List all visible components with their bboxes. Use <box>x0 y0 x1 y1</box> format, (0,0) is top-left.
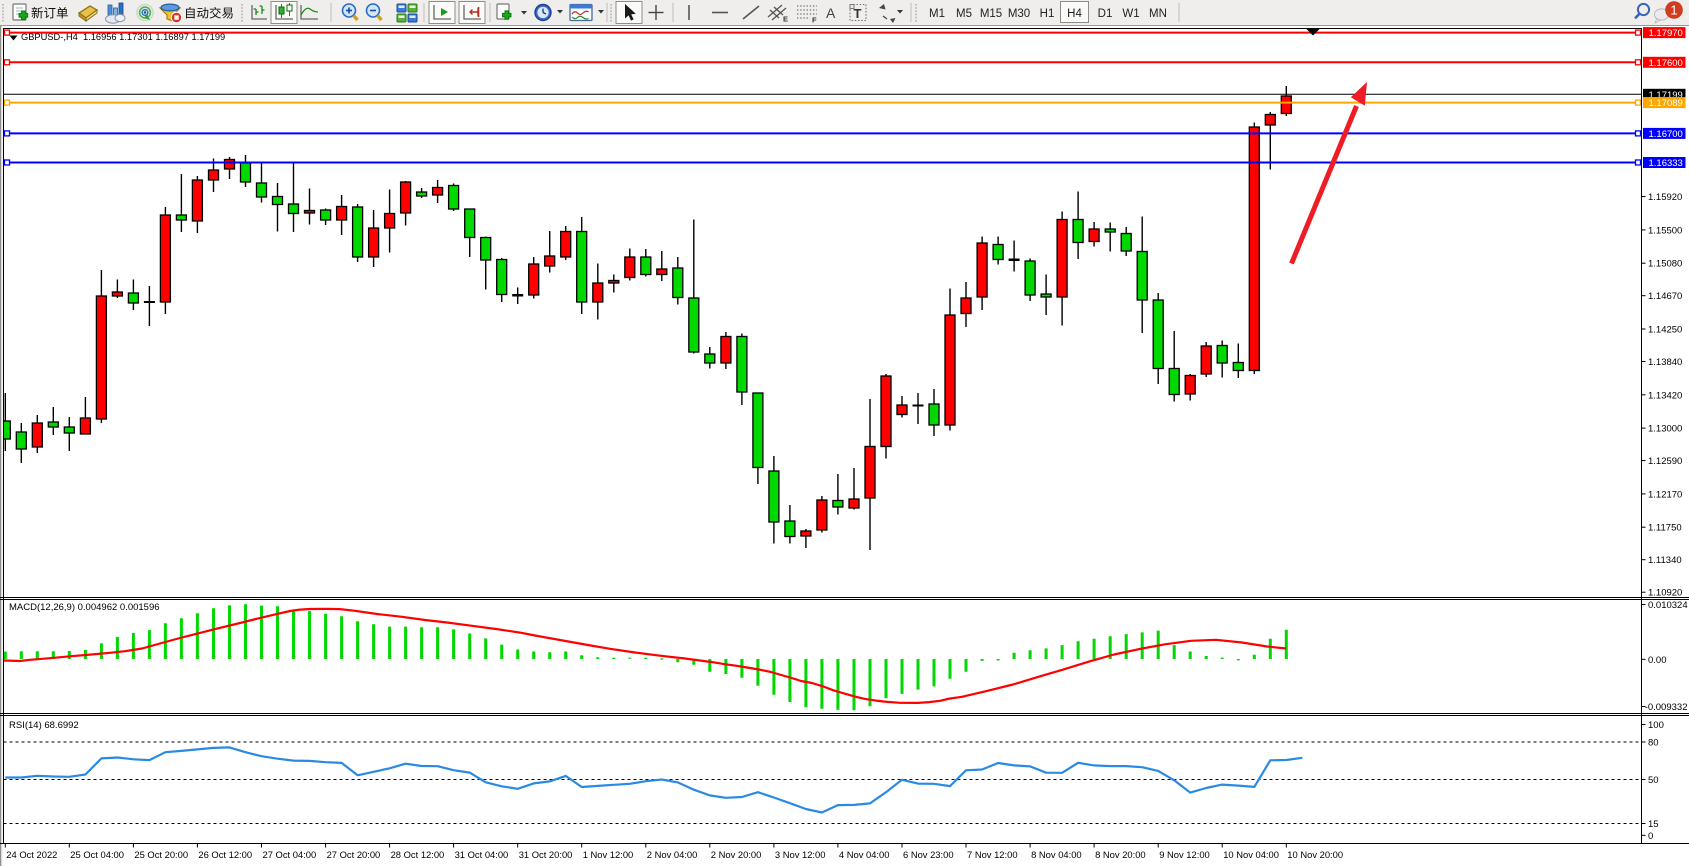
svg-text:80: 80 <box>1648 738 1659 749</box>
svg-text:RSI(14) 68.6992: RSI(14) 68.6992 <box>9 720 79 731</box>
svg-text:0.010324: 0.010324 <box>1648 600 1688 611</box>
svg-text:1.11340: 1.11340 <box>1648 555 1682 566</box>
svg-text:A: A <box>826 5 836 21</box>
svg-text:6 Nov 23:00: 6 Nov 23:00 <box>903 849 954 860</box>
svg-text:1.13420: 1.13420 <box>1648 390 1682 401</box>
svg-text:D1: D1 <box>1098 8 1113 20</box>
svg-text:27 Oct 04:00: 27 Oct 04:00 <box>263 849 317 860</box>
svg-text:0.00: 0.00 <box>1648 655 1667 666</box>
svg-text:M15: M15 <box>980 8 1002 20</box>
svg-text:1.11750: 1.11750 <box>1648 523 1682 534</box>
svg-text:31 Oct 04:00: 31 Oct 04:00 <box>455 849 509 860</box>
svg-text:10 Nov 04:00: 10 Nov 04:00 <box>1223 849 1279 860</box>
svg-text:28 Oct 12:00: 28 Oct 12:00 <box>391 849 445 860</box>
svg-text:50: 50 <box>1648 775 1659 786</box>
svg-text:1.12170: 1.12170 <box>1648 489 1682 500</box>
svg-text:10 Nov 20:00: 10 Nov 20:00 <box>1287 849 1343 860</box>
svg-text:M5: M5 <box>956 8 972 20</box>
svg-text:H1: H1 <box>1040 8 1055 20</box>
svg-text:1.13000: 1.13000 <box>1648 424 1682 435</box>
svg-text:31 Oct 20:00: 31 Oct 20:00 <box>519 849 573 860</box>
svg-text:2 Nov 20:00: 2 Nov 20:00 <box>711 849 762 860</box>
svg-text:-0.009332: -0.009332 <box>1645 702 1688 713</box>
svg-text:T: T <box>854 6 862 21</box>
svg-text:8 Nov 04:00: 8 Nov 04:00 <box>1031 849 1082 860</box>
svg-text:F: F <box>812 16 817 25</box>
svg-text:W1: W1 <box>1122 8 1139 20</box>
svg-text:H4: H4 <box>1067 8 1082 20</box>
svg-text:GBPUSD-,H4 1.16956 1.17301 1.: GBPUSD-,H4 1.16956 1.17301 1.16897 1.171… <box>21 32 225 42</box>
svg-text:25 Oct 04:00: 25 Oct 04:00 <box>70 849 124 860</box>
svg-text:15: 15 <box>1648 819 1659 830</box>
svg-text:1.16333: 1.16333 <box>1649 158 1683 169</box>
svg-text:7 Nov 12:00: 7 Nov 12:00 <box>967 849 1018 860</box>
svg-text:1: 1 <box>1670 3 1677 18</box>
svg-text:1.13840: 1.13840 <box>1648 357 1682 368</box>
svg-text:1.17970: 1.17970 <box>1649 28 1683 39</box>
svg-text:9 Nov 12:00: 9 Nov 12:00 <box>1159 849 1210 860</box>
svg-text:27 Oct 20:00: 27 Oct 20:00 <box>327 849 381 860</box>
svg-text:2 Nov 04:00: 2 Nov 04:00 <box>647 849 698 860</box>
svg-text:M1: M1 <box>929 8 945 20</box>
svg-text:E: E <box>783 15 788 24</box>
svg-text:24 Oct 2022: 24 Oct 2022 <box>6 849 57 860</box>
svg-text:1.17089: 1.17089 <box>1649 98 1683 109</box>
svg-text:1.12590: 1.12590 <box>1648 456 1682 467</box>
svg-text:1.14670: 1.14670 <box>1648 291 1682 302</box>
svg-text:25 Oct 20:00: 25 Oct 20:00 <box>134 849 188 860</box>
svg-text:MN: MN <box>1149 8 1167 20</box>
svg-text:1.10920: 1.10920 <box>1648 588 1682 599</box>
svg-text:3 Nov 12:00: 3 Nov 12:00 <box>775 849 826 860</box>
svg-text:8 Nov 20:00: 8 Nov 20:00 <box>1095 849 1146 860</box>
svg-text:1.15080: 1.15080 <box>1648 259 1682 270</box>
svg-text:1.16700: 1.16700 <box>1649 129 1683 140</box>
svg-text:MACD(12,26,9) 0.004962 0.00159: MACD(12,26,9) 0.004962 0.001596 <box>9 602 160 613</box>
svg-text:100: 100 <box>1648 720 1664 731</box>
svg-text:1.17600: 1.17600 <box>1649 58 1683 69</box>
svg-text:1.15500: 1.15500 <box>1648 225 1682 236</box>
svg-text:1.14250: 1.14250 <box>1648 325 1682 336</box>
svg-text:26 Oct 12:00: 26 Oct 12:00 <box>198 849 252 860</box>
svg-text:1 Nov 12:00: 1 Nov 12:00 <box>583 849 634 860</box>
svg-text:1.15920: 1.15920 <box>1648 192 1682 203</box>
svg-text:1.17199: 1.17199 <box>1649 90 1683 101</box>
svg-text:M30: M30 <box>1008 8 1030 20</box>
svg-text:4 Nov 04:00: 4 Nov 04:00 <box>839 849 890 860</box>
svg-text:0: 0 <box>1648 831 1653 842</box>
